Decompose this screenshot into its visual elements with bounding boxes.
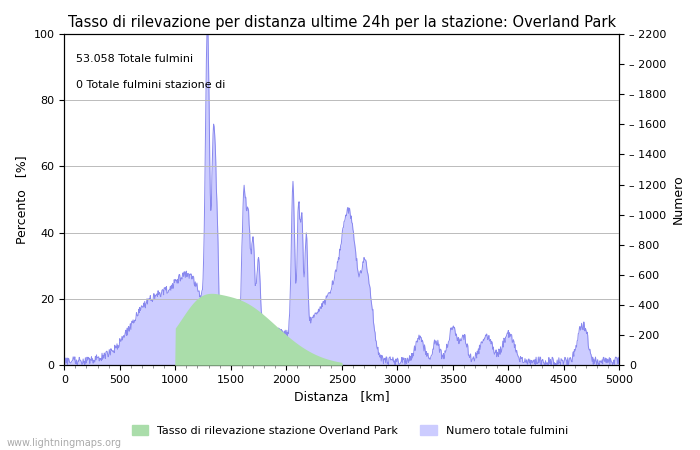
Text: 0 Totale fulmini stazione di: 0 Totale fulmini stazione di xyxy=(76,80,226,90)
Y-axis label: Numero: Numero xyxy=(672,175,685,225)
X-axis label: Distanza   [km]: Distanza [km] xyxy=(294,391,390,404)
Title: Tasso di rilevazione per distanza ultime 24h per la stazione: Overland Park: Tasso di rilevazione per distanza ultime… xyxy=(68,15,616,30)
Legend: Tasso di rilevazione stazione Overland Park, Numero totale fulmini: Tasso di rilevazione stazione Overland P… xyxy=(127,420,573,440)
Text: 53.058 Totale fulmini: 53.058 Totale fulmini xyxy=(76,54,194,64)
Text: www.lightningmaps.org: www.lightningmaps.org xyxy=(7,438,122,448)
Y-axis label: Percento   [%]: Percento [%] xyxy=(15,155,28,244)
